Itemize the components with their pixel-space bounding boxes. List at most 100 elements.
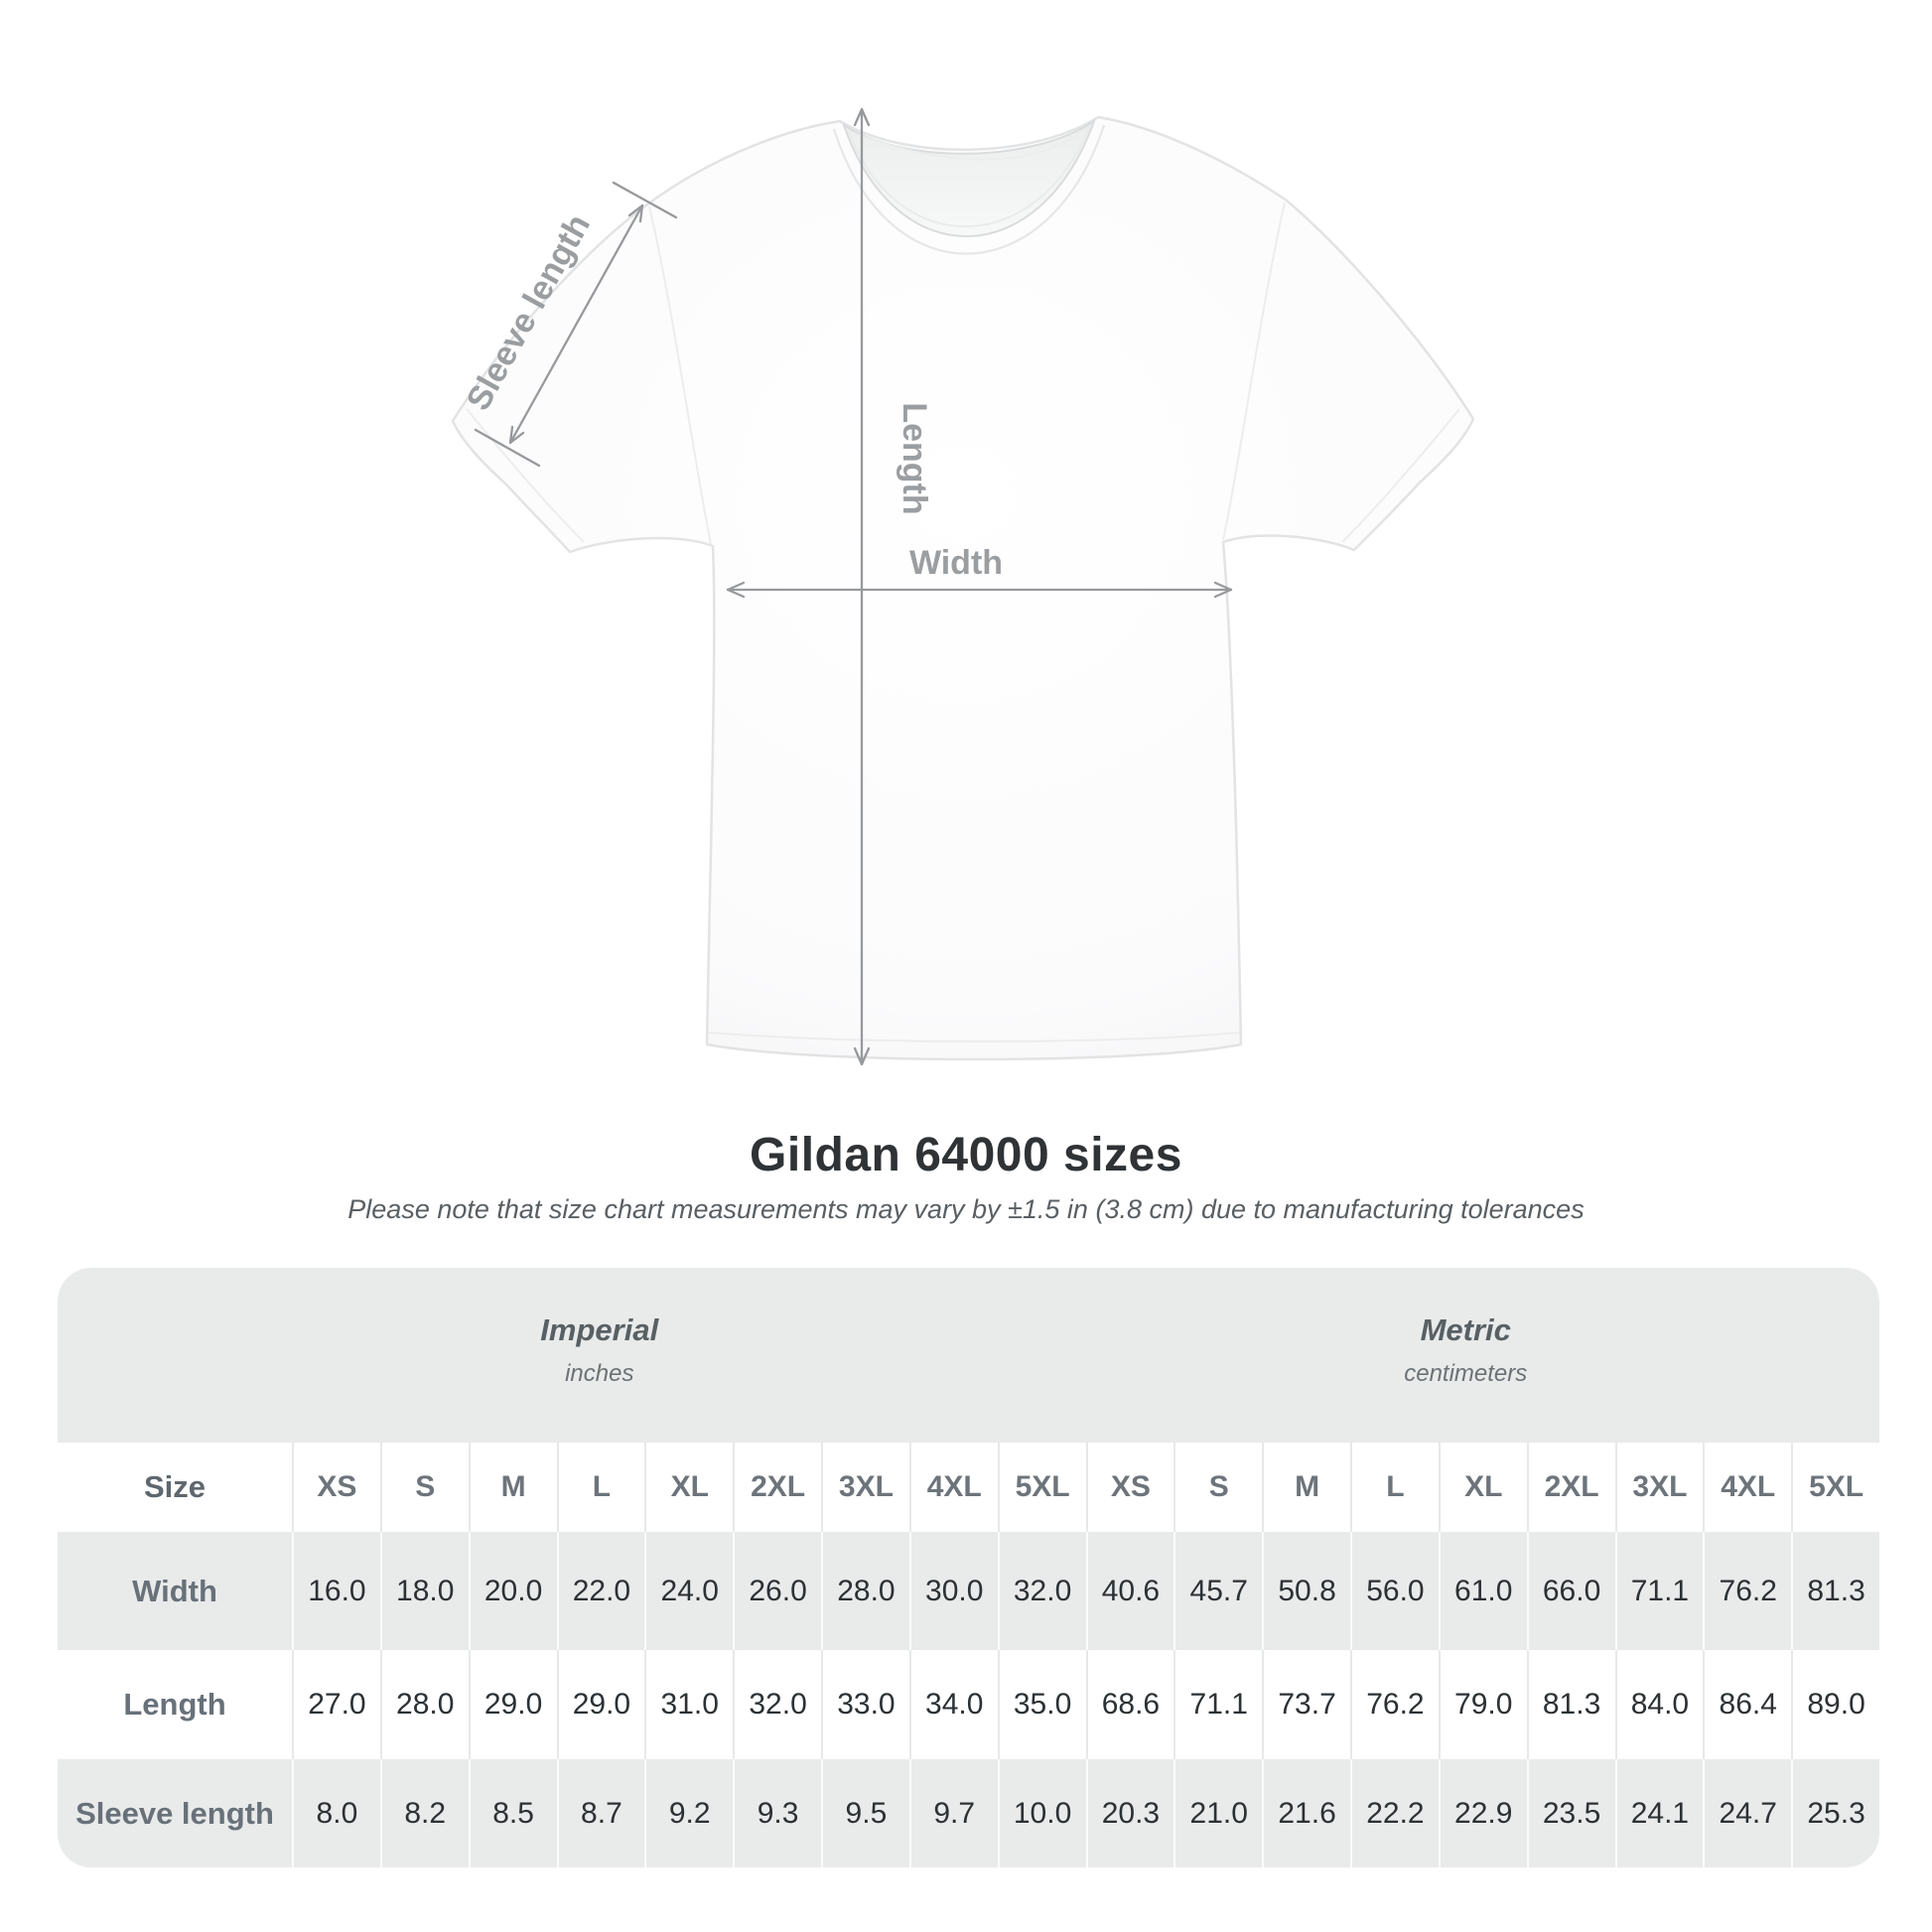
value-cell: 84.0 [1614,1650,1704,1759]
value-cell: 27.0 [292,1650,380,1759]
size-cell: XS [1085,1443,1174,1532]
length-arrow [853,107,871,1066]
sleeve-length-arrow [474,181,678,468]
size-column-label: Size [143,1469,207,1504]
right-sleeve-seam [1222,202,1286,541]
value-cell: 50.8 [1262,1532,1350,1650]
size-cell: L [556,1443,645,1532]
value-cell: 81.3 [1526,1650,1615,1759]
value-cell: 22.2 [1350,1759,1439,1867]
metric-header: Metric centimeters [1086,1268,1880,1443]
size-header-row: Size XS S M L XL 2XL 3XL 4XL 5XL XS S M … [58,1443,1879,1532]
size-cell: 2XL [1526,1443,1615,1532]
value-cell: 40.6 [1085,1532,1174,1650]
size-cell: XS [292,1443,380,1532]
value-cell: 24.7 [1703,1759,1791,1867]
size-cell: 5XL [1791,1443,1879,1532]
value-cell: 34.0 [908,1650,998,1759]
size-cell: 5XL [997,1443,1086,1532]
value-cell: 20.3 [1085,1759,1174,1867]
left-sleeve-hem [466,408,585,543]
size-cell: 3XL [1614,1443,1704,1532]
value-cell: 71.1 [1173,1650,1262,1759]
value-cell: 8.0 [292,1759,380,1867]
size-cell: S [1173,1443,1262,1532]
value-cell: 21.0 [1173,1759,1262,1867]
value-cell: 30.0 [908,1532,998,1650]
value-cell: 20.0 [468,1532,557,1650]
value-cell: 28.0 [821,1532,909,1650]
value-cell: 23.5 [1526,1759,1615,1867]
size-cell: L [1350,1443,1439,1532]
value-cell: 22.9 [1438,1759,1527,1867]
value-cell: 66.0 [1526,1532,1615,1650]
left-sleeve-seam [648,206,712,545]
size-cell: M [468,1443,557,1532]
length-label: Length [896,402,933,514]
collar-stitch [849,128,1089,227]
row-label: Sleeve length [75,1795,274,1831]
imperial-unit: inches [565,1360,634,1387]
size-table: Imperial inches Metric centimeters Size … [58,1268,1879,1867]
value-cell: 22.0 [556,1532,645,1650]
value-cell: 16.0 [292,1532,380,1650]
value-cell: 24.1 [1614,1759,1704,1867]
value-cell: 21.6 [1262,1759,1350,1867]
value-cell: 9.2 [644,1759,733,1867]
tshirt-outline [451,115,1475,1061]
size-cell: 2XL [733,1443,821,1532]
right-sleeve-hem [1341,408,1460,543]
table-row-length: Length 27.0 28.0 29.0 29.0 31.0 32.0 33.… [58,1650,1879,1759]
table-row-width: Width 16.0 18.0 20.0 22.0 24.0 26.0 28.0… [58,1532,1879,1650]
back-collar-stitch [847,126,1091,161]
table-row-sleeve-length: Sleeve length 8.0 8.2 8.5 8.7 9.2 9.3 9.… [58,1759,1879,1867]
value-cell: 89.0 [1791,1650,1879,1759]
metric-unit: centimeters [1404,1360,1528,1387]
tshirt-diagram: Sleeve length Length Width [451,107,1475,1066]
width-arrow [726,581,1233,599]
value-cell: 9.5 [821,1759,909,1867]
value-cell: 28.0 [379,1650,469,1759]
size-cell: S [379,1443,469,1532]
size-cell: M [1262,1443,1350,1532]
page-title: Gildan 64000 sizes [750,1129,1182,1181]
value-cell: 61.0 [1438,1532,1527,1650]
value-cell: 31.0 [644,1650,733,1759]
size-cell: XL [644,1443,733,1532]
metric-title: Metric [1420,1312,1511,1347]
value-cell: 32.0 [997,1532,1086,1650]
imperial-header: Imperial inches [58,1268,1086,1443]
value-cell: 81.3 [1791,1532,1879,1650]
size-cell: 3XL [821,1443,909,1532]
value-cell: 18.0 [379,1532,469,1650]
value-cell: 76.2 [1350,1650,1439,1759]
value-cell: 8.7 [556,1759,645,1867]
size-cell: XL [1438,1443,1527,1532]
tolerance-note: Please note that size chart measurements… [347,1194,1585,1224]
value-cell: 29.0 [468,1650,557,1759]
value-cell: 73.7 [1262,1650,1350,1759]
value-cell: 32.0 [733,1650,821,1759]
value-cell: 25.3 [1791,1759,1879,1867]
width-label: Width [909,544,1003,582]
value-cell: 56.0 [1350,1532,1439,1650]
unit-header-row: Imperial inches Metric centimeters [58,1268,1879,1443]
value-cell: 79.0 [1438,1650,1527,1759]
value-cell: 24.0 [644,1532,733,1650]
value-cell: 76.2 [1703,1532,1791,1650]
value-cell: 71.1 [1614,1532,1704,1650]
value-cell: 68.6 [1085,1650,1174,1759]
bottom-hem [708,1032,1240,1042]
value-cell: 9.3 [733,1759,821,1867]
size-cell: 4XL [1703,1443,1791,1532]
value-cell: 86.4 [1703,1650,1791,1759]
value-cell: 8.2 [379,1759,469,1867]
row-label: Width [132,1573,217,1608]
value-cell: 33.0 [821,1650,909,1759]
value-cell: 35.0 [997,1650,1086,1759]
value-cell: 26.0 [733,1532,821,1650]
imperial-title: Imperial [540,1312,659,1347]
value-cell: 9.7 [908,1759,998,1867]
size-cell: 4XL [908,1443,998,1532]
value-cell: 10.0 [997,1759,1086,1867]
